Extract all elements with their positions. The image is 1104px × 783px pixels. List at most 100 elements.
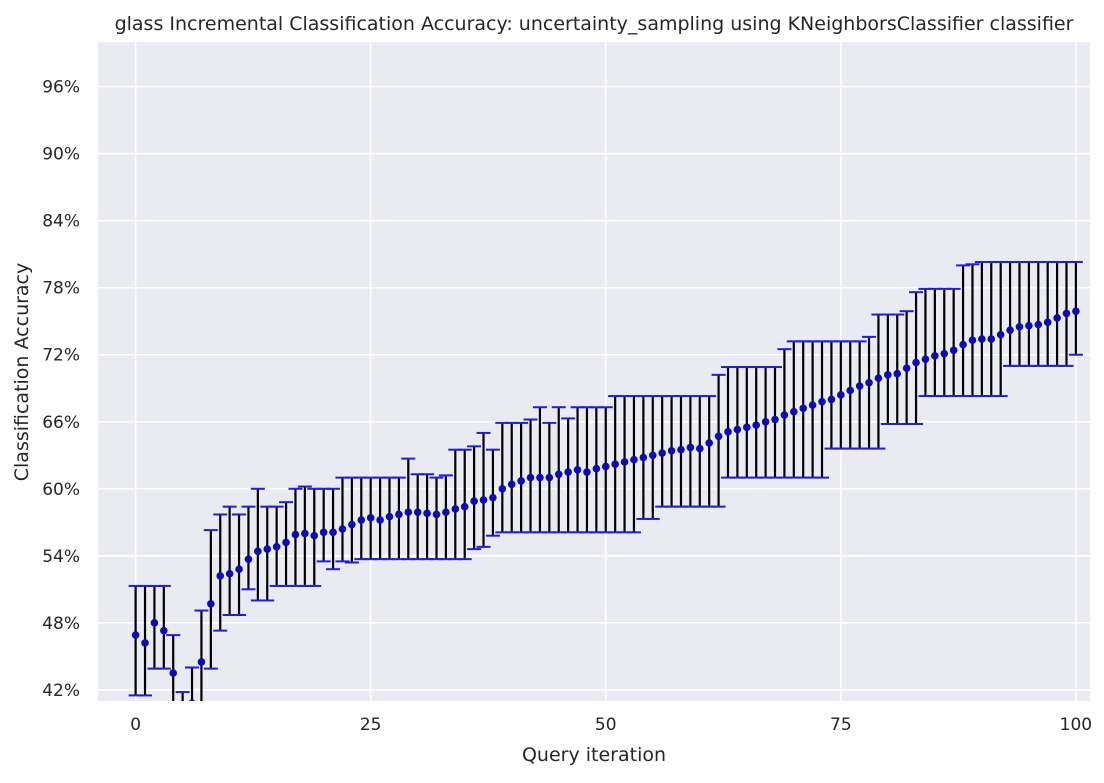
data-point [959, 340, 967, 349]
data-point [545, 473, 554, 482]
data-point [263, 545, 272, 553]
data-point [385, 512, 394, 521]
data-point [855, 382, 864, 390]
data-point [413, 508, 422, 517]
data-point [498, 484, 507, 493]
data-point [733, 425, 742, 434]
data-point [996, 330, 1005, 339]
data-point [169, 669, 178, 677]
grid-lines [98, 42, 1090, 701]
data-point [1006, 326, 1014, 334]
data-point [1053, 314, 1061, 322]
data-point [790, 407, 798, 416]
y-tick-label: 60% [42, 480, 80, 500]
data-point [197, 658, 206, 666]
data-point [705, 439, 713, 447]
data-point [460, 502, 469, 511]
data-point [987, 335, 996, 343]
data-point [1072, 307, 1080, 315]
data-point [902, 364, 911, 372]
data-point [282, 538, 290, 547]
data-point [846, 386, 855, 395]
data-point [921, 355, 930, 364]
data-point [1025, 321, 1033, 330]
data-point [141, 639, 149, 647]
data-point [479, 496, 488, 504]
chart-title: glass Incremental Classification Accurac… [115, 13, 1074, 35]
data-point [1043, 318, 1052, 327]
data-point [507, 480, 516, 489]
data-point [517, 477, 525, 485]
data-point [395, 510, 403, 519]
data-layer [128, 261, 1083, 716]
data-point [376, 516, 384, 524]
data-point [837, 391, 845, 399]
y-tick-label: 78% [42, 279, 80, 299]
data-point [667, 447, 676, 455]
data-point [244, 555, 253, 563]
data-point [470, 497, 478, 505]
data-point [714, 432, 723, 441]
data-point [404, 508, 413, 517]
data-point [131, 631, 140, 639]
x-tick-label: 75 [830, 715, 852, 735]
data-point [639, 453, 648, 462]
y-tick-label: 90% [42, 145, 80, 165]
data-point [526, 473, 535, 482]
y-tick-label: 96% [42, 78, 80, 98]
data-point [423, 509, 431, 518]
data-point [931, 352, 939, 360]
data-point [771, 415, 779, 424]
data-point [536, 473, 544, 482]
data-point [348, 520, 356, 529]
data-point [677, 445, 685, 454]
data-point [451, 505, 460, 513]
data-point [272, 543, 281, 551]
data-point [978, 335, 986, 343]
x-axis-label: Query iteration [522, 744, 666, 766]
data-point [564, 468, 572, 476]
data-point [188, 699, 196, 701]
data-point [291, 530, 300, 539]
data-point [216, 572, 225, 580]
data-point [150, 619, 159, 627]
y-tick-label: 42% [42, 681, 80, 701]
data-point [310, 531, 319, 540]
data-point [601, 462, 610, 471]
data-point [301, 529, 309, 538]
data-point [554, 470, 563, 479]
data-point [912, 358, 920, 367]
data-point [686, 443, 695, 452]
data-point [808, 401, 817, 409]
data-point [1034, 320, 1043, 329]
data-point [357, 516, 366, 524]
x-tick-label: 25 [360, 715, 382, 735]
data-point [366, 514, 375, 522]
data-point [611, 460, 619, 469]
data-point [818, 397, 826, 406]
x-tick-label: 0 [130, 715, 141, 735]
data-point [442, 508, 450, 517]
data-point [695, 444, 704, 453]
data-point [338, 525, 347, 533]
data-point [874, 374, 883, 383]
data-point [761, 417, 770, 426]
data-point [1062, 309, 1071, 318]
data-point [573, 465, 582, 474]
data-point [207, 600, 215, 608]
y-tick-label: 48% [42, 614, 80, 634]
data-point [780, 411, 789, 419]
data-point [319, 528, 328, 537]
data-point [648, 451, 657, 460]
data-point [225, 569, 234, 578]
data-point [949, 346, 958, 355]
data-point [179, 708, 187, 716]
data-point [630, 455, 638, 464]
x-tick-labels: 0 25 50 75 100 [130, 715, 1092, 735]
data-point [620, 458, 629, 466]
data-point [254, 547, 262, 556]
x-tick-label: 100 [1060, 715, 1092, 735]
data-point [592, 464, 601, 473]
plot-area-background [98, 42, 1090, 701]
